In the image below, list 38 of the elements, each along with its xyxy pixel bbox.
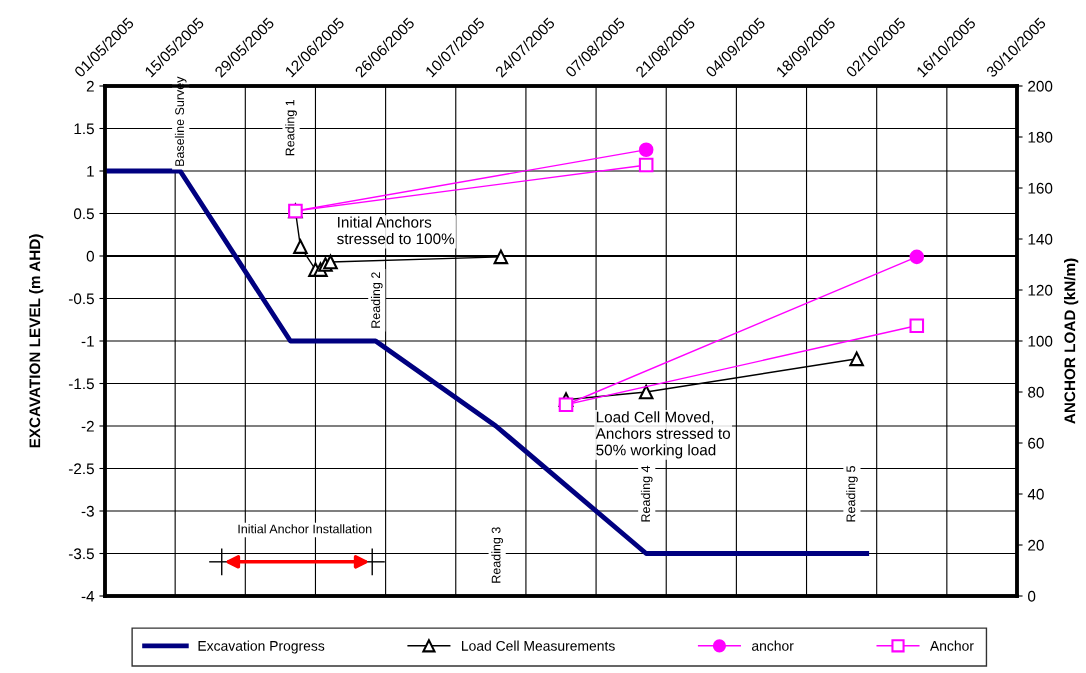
legend-label: anchor bbox=[751, 640, 794, 651]
annotation: Reading 4 bbox=[640, 465, 653, 522]
y-tick-label: 0.5 bbox=[73, 208, 94, 220]
annotation: Initial Anchors stressed to 100% bbox=[337, 216, 455, 245]
legend-label: Anchor bbox=[929, 640, 974, 651]
legend-label: Excavation Progress bbox=[198, 640, 325, 654]
y-axis-title: EXCAVATION LEVEL (m AHD) bbox=[29, 234, 44, 448]
annotation: Reading 3 bbox=[491, 527, 503, 583]
y-tick-label: -2 bbox=[81, 420, 94, 432]
y2-tick-label: 0 bbox=[1028, 590, 1036, 602]
y2-tick-label: 60 bbox=[1028, 437, 1044, 449]
annotation: Reading 5 bbox=[846, 466, 858, 522]
y2-tick-label: 160 bbox=[1028, 182, 1053, 194]
y-tick-label: -4 bbox=[81, 591, 95, 602]
y-tick-label: 0 bbox=[86, 250, 94, 262]
legend-label: Load Cell Measurements bbox=[462, 640, 615, 651]
y2-tick-label: 180 bbox=[1028, 131, 1053, 143]
y-tick-label: -2.5 bbox=[68, 463, 94, 475]
annotation: Load Cell Moved, Anchors stressed to 50% working load bbox=[595, 411, 731, 459]
y-tick-label: -3 bbox=[81, 505, 94, 517]
annotation: Initial Anchor Installation bbox=[238, 524, 372, 534]
y-tick-label: 2 bbox=[86, 80, 94, 92]
annotation: Reading 2 bbox=[370, 272, 383, 328]
y-tick-label: 1.5 bbox=[74, 123, 94, 135]
y2-tick-label: 40 bbox=[1027, 488, 1044, 500]
y2-tick-label: 80 bbox=[1028, 386, 1044, 398]
y2-tick-label: 140 bbox=[1028, 233, 1053, 245]
y2-tick-label: 20 bbox=[1028, 539, 1044, 551]
y2-tick-label: 200 bbox=[1028, 80, 1053, 92]
y-tick-label: -1.5 bbox=[68, 378, 94, 390]
annotation: Reading 1 bbox=[285, 99, 297, 156]
y-tick-label: -1 bbox=[81, 336, 94, 347]
y-tick-label: -3.5 bbox=[68, 548, 94, 560]
y-tick-label: 1 bbox=[87, 166, 94, 177]
y2-axis-title: ANCHOR LOAD (kN/m) bbox=[1064, 258, 1079, 424]
y2-tick-label: 100 bbox=[1028, 335, 1053, 347]
y2-tick-label: 120 bbox=[1028, 284, 1053, 296]
y-tick-label: -0.5 bbox=[68, 293, 94, 305]
